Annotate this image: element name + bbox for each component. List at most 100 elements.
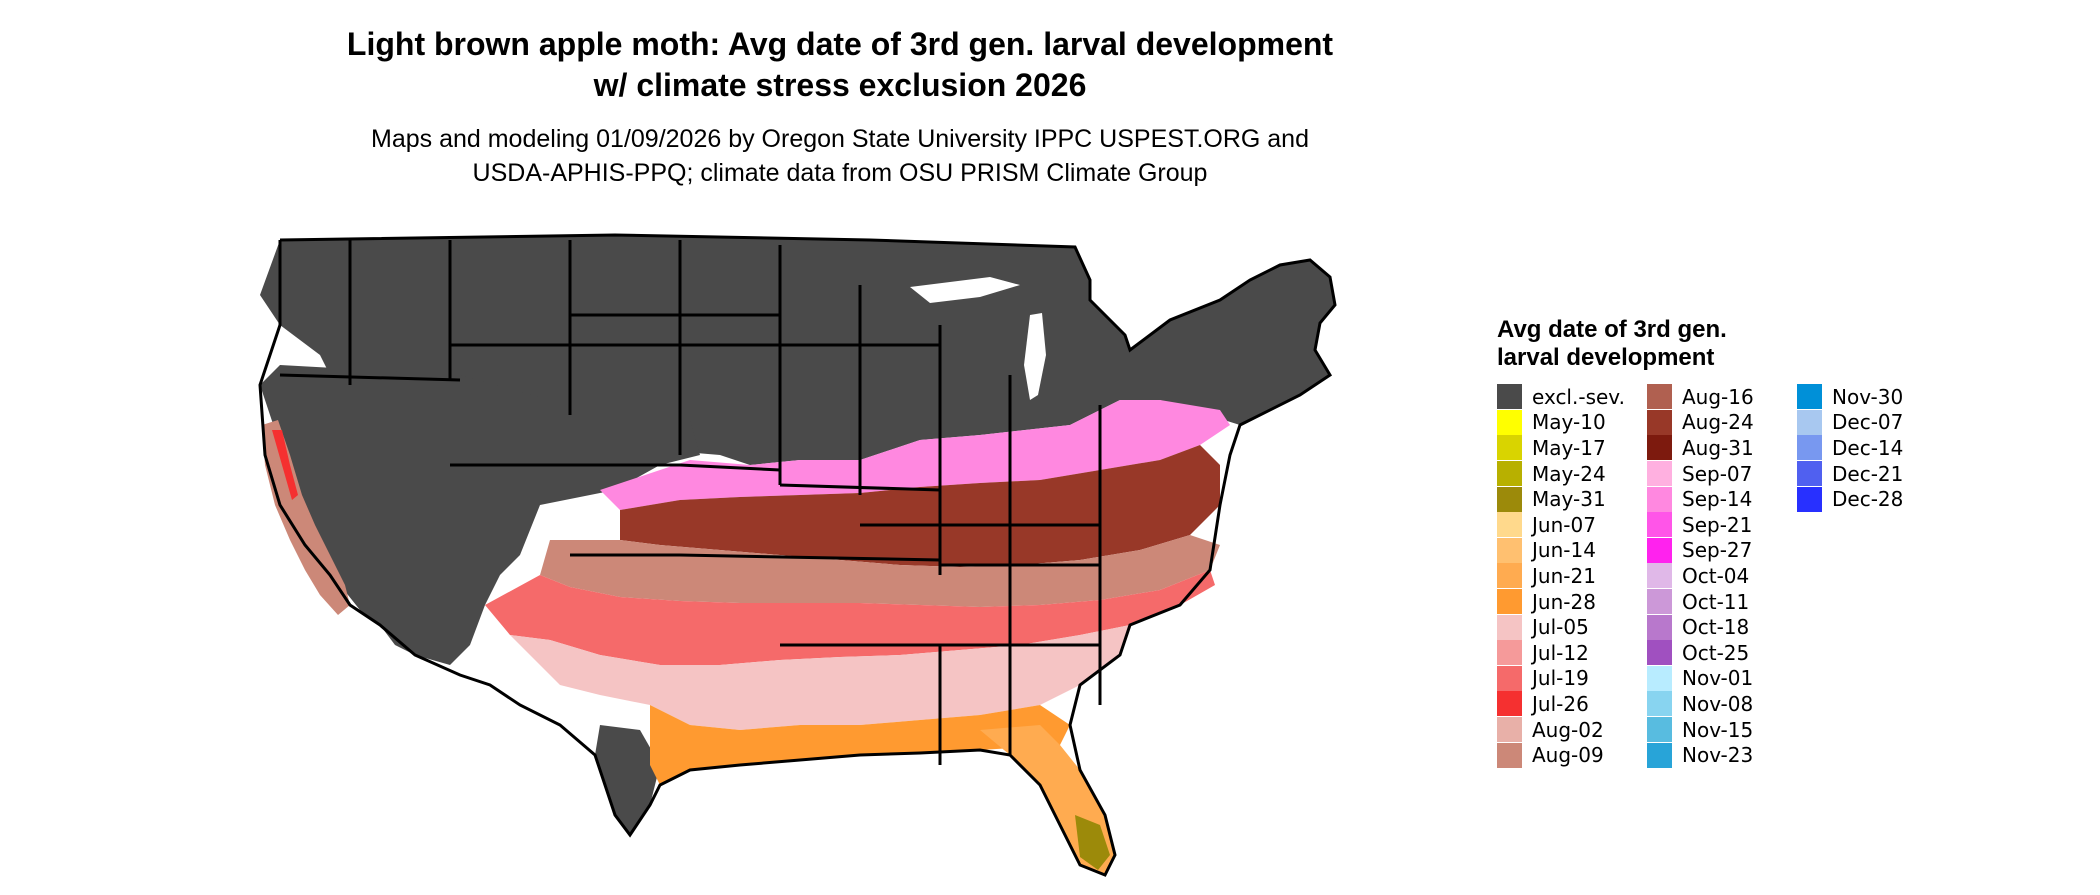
legend-label: May-17 (1532, 435, 1606, 460)
legend-label: Sep-27 (1682, 538, 1753, 563)
legend-item: May-24 (1497, 461, 1625, 487)
legend-item: Dec-28 (1797, 486, 1903, 512)
map-title: Light brown apple moth: Avg date of 3rd … (250, 24, 1430, 106)
legend-item: Jun-28 (1497, 589, 1625, 615)
title-line-2: w/ climate stress exclusion 2026 (593, 67, 1087, 103)
legend-swatch (1647, 537, 1672, 563)
legend-swatch (1647, 435, 1672, 461)
title-line-1: Light brown apple moth: Avg date of 3rd … (346, 26, 1334, 62)
legend-swatch (1647, 614, 1672, 640)
legend-swatch (1797, 461, 1822, 487)
legend-item: Nov-30 (1797, 384, 1903, 410)
us-map (258, 233, 1337, 877)
region-gulf-orange (650, 705, 1070, 785)
legend-swatch (1797, 486, 1822, 512)
legend-label: May-10 (1532, 410, 1606, 435)
legend-swatch (1497, 665, 1522, 691)
legend-label: Dec-14 (1832, 435, 1904, 460)
legend-item: Aug-24 (1647, 409, 1754, 436)
legend-item: Jul-26 (1497, 691, 1625, 717)
legend-label: Jul-26 (1532, 691, 1589, 716)
legend-swatch (1497, 461, 1522, 487)
legend-item: Nov-01 (1647, 665, 1754, 692)
title-block: Light brown apple moth: Avg date of 3rd … (250, 24, 1430, 190)
legend-column-2: Aug-16 Aug-24 Aug-31 Sep-07 Sep-14 Sep-21 Sep-… (1647, 384, 1754, 768)
legend-swatch (1497, 614, 1522, 640)
legend-label: Jun-28 (1532, 589, 1596, 614)
region-excluded-west (260, 365, 700, 665)
legend-column-1: excl.-sev. May-10 May-17 May-24 May-31 Jun-07… (1497, 384, 1625, 768)
legend-item: May-17 (1497, 435, 1625, 461)
legend-swatch (1497, 435, 1522, 461)
legend-swatch (1797, 435, 1822, 461)
legend-item: Aug-02 (1497, 717, 1625, 743)
legend-label: Dec-28 (1832, 487, 1904, 512)
legend-item: Jun-21 (1497, 563, 1625, 589)
legend-item: Jul-19 (1497, 665, 1625, 692)
legend-item: Oct-25 (1647, 640, 1754, 666)
region-pink-band (600, 400, 1230, 510)
legend-label: Aug-31 (1682, 435, 1754, 460)
legend-label: Dec-21 (1832, 461, 1904, 486)
legend-swatch (1497, 486, 1522, 512)
legend-item: Aug-31 (1647, 435, 1754, 461)
legend-item: Oct-11 (1647, 589, 1754, 615)
lake-superior (910, 277, 1020, 303)
legend-item: Sep-21 (1647, 512, 1754, 538)
legend-item: Oct-04 (1647, 563, 1754, 589)
legend-label: excl.-sev. (1532, 384, 1625, 409)
legend-item: May-31 (1497, 486, 1625, 512)
legend-item: Sep-07 (1647, 461, 1754, 487)
region-gulf-pink (510, 625, 1130, 730)
subtitle-line-1: Maps and modeling 01/09/2026 by Oregon S… (371, 125, 1309, 153)
legend-swatch (1497, 640, 1522, 666)
legend-swatch (1797, 409, 1822, 435)
legend-swatch (1497, 589, 1522, 615)
legend-label: Aug-24 (1682, 410, 1754, 435)
legend-item: Nov-08 (1647, 691, 1754, 717)
state-boundaries (258, 233, 1337, 877)
legend-swatch (1647, 717, 1672, 743)
legend-swatch (1647, 691, 1672, 717)
legend-item: Dec-14 (1797, 435, 1903, 461)
legend-swatch (1497, 742, 1522, 768)
legend-swatch (1797, 384, 1822, 410)
region-lightbrown-band (540, 535, 1220, 607)
legend-label: Nov-23 (1682, 743, 1754, 768)
region-west-coast-red (272, 430, 298, 500)
legend-label: Oct-18 (1682, 615, 1750, 640)
legend-label: Nov-30 (1832, 384, 1904, 409)
legend-item: Dec-07 (1797, 409, 1903, 436)
legend-label: Aug-09 (1532, 743, 1604, 768)
legend-swatch (1497, 691, 1522, 717)
legend-label: Jul-19 (1532, 666, 1589, 691)
legend-swatch (1647, 640, 1672, 666)
legend-label: Sep-07 (1682, 461, 1753, 486)
legend-item: Sep-14 (1647, 486, 1754, 512)
subtitle-line-2: USDA-APHIS-PPQ; climate data from OSU PR… (472, 159, 1208, 187)
legend-swatch (1497, 563, 1522, 589)
legend-swatch (1497, 512, 1522, 538)
legend-item: Aug-16 (1647, 384, 1754, 410)
region-excluded-texas (595, 725, 660, 835)
legend-label: Nov-01 (1682, 666, 1754, 691)
legend-label: Sep-21 (1682, 512, 1753, 537)
legend-label: May-31 (1532, 487, 1606, 512)
legend-swatch (1647, 461, 1672, 487)
legend-column-3: Nov-30 Dec-07 Dec-14 Dec-21 Dec-28 (1797, 384, 1903, 512)
region-brown-band (620, 445, 1220, 567)
legend-swatch (1497, 409, 1522, 435)
legend-label: Oct-11 (1682, 589, 1750, 614)
legend-label: Jun-07 (1532, 512, 1596, 537)
legend-item: Jun-14 (1497, 537, 1625, 564)
legend-label: May-24 (1532, 461, 1606, 486)
legend-swatch (1647, 486, 1672, 512)
legend-swatch (1647, 563, 1672, 589)
legend-label: Oct-25 (1682, 640, 1750, 665)
legend-item: May-10 (1497, 409, 1625, 436)
legend-label: Nov-08 (1682, 691, 1754, 716)
legend-label: Jun-21 (1532, 563, 1596, 588)
legend-label: Aug-02 (1532, 717, 1604, 742)
region-red-band (485, 570, 1215, 665)
legend-item: Sep-27 (1647, 537, 1754, 564)
